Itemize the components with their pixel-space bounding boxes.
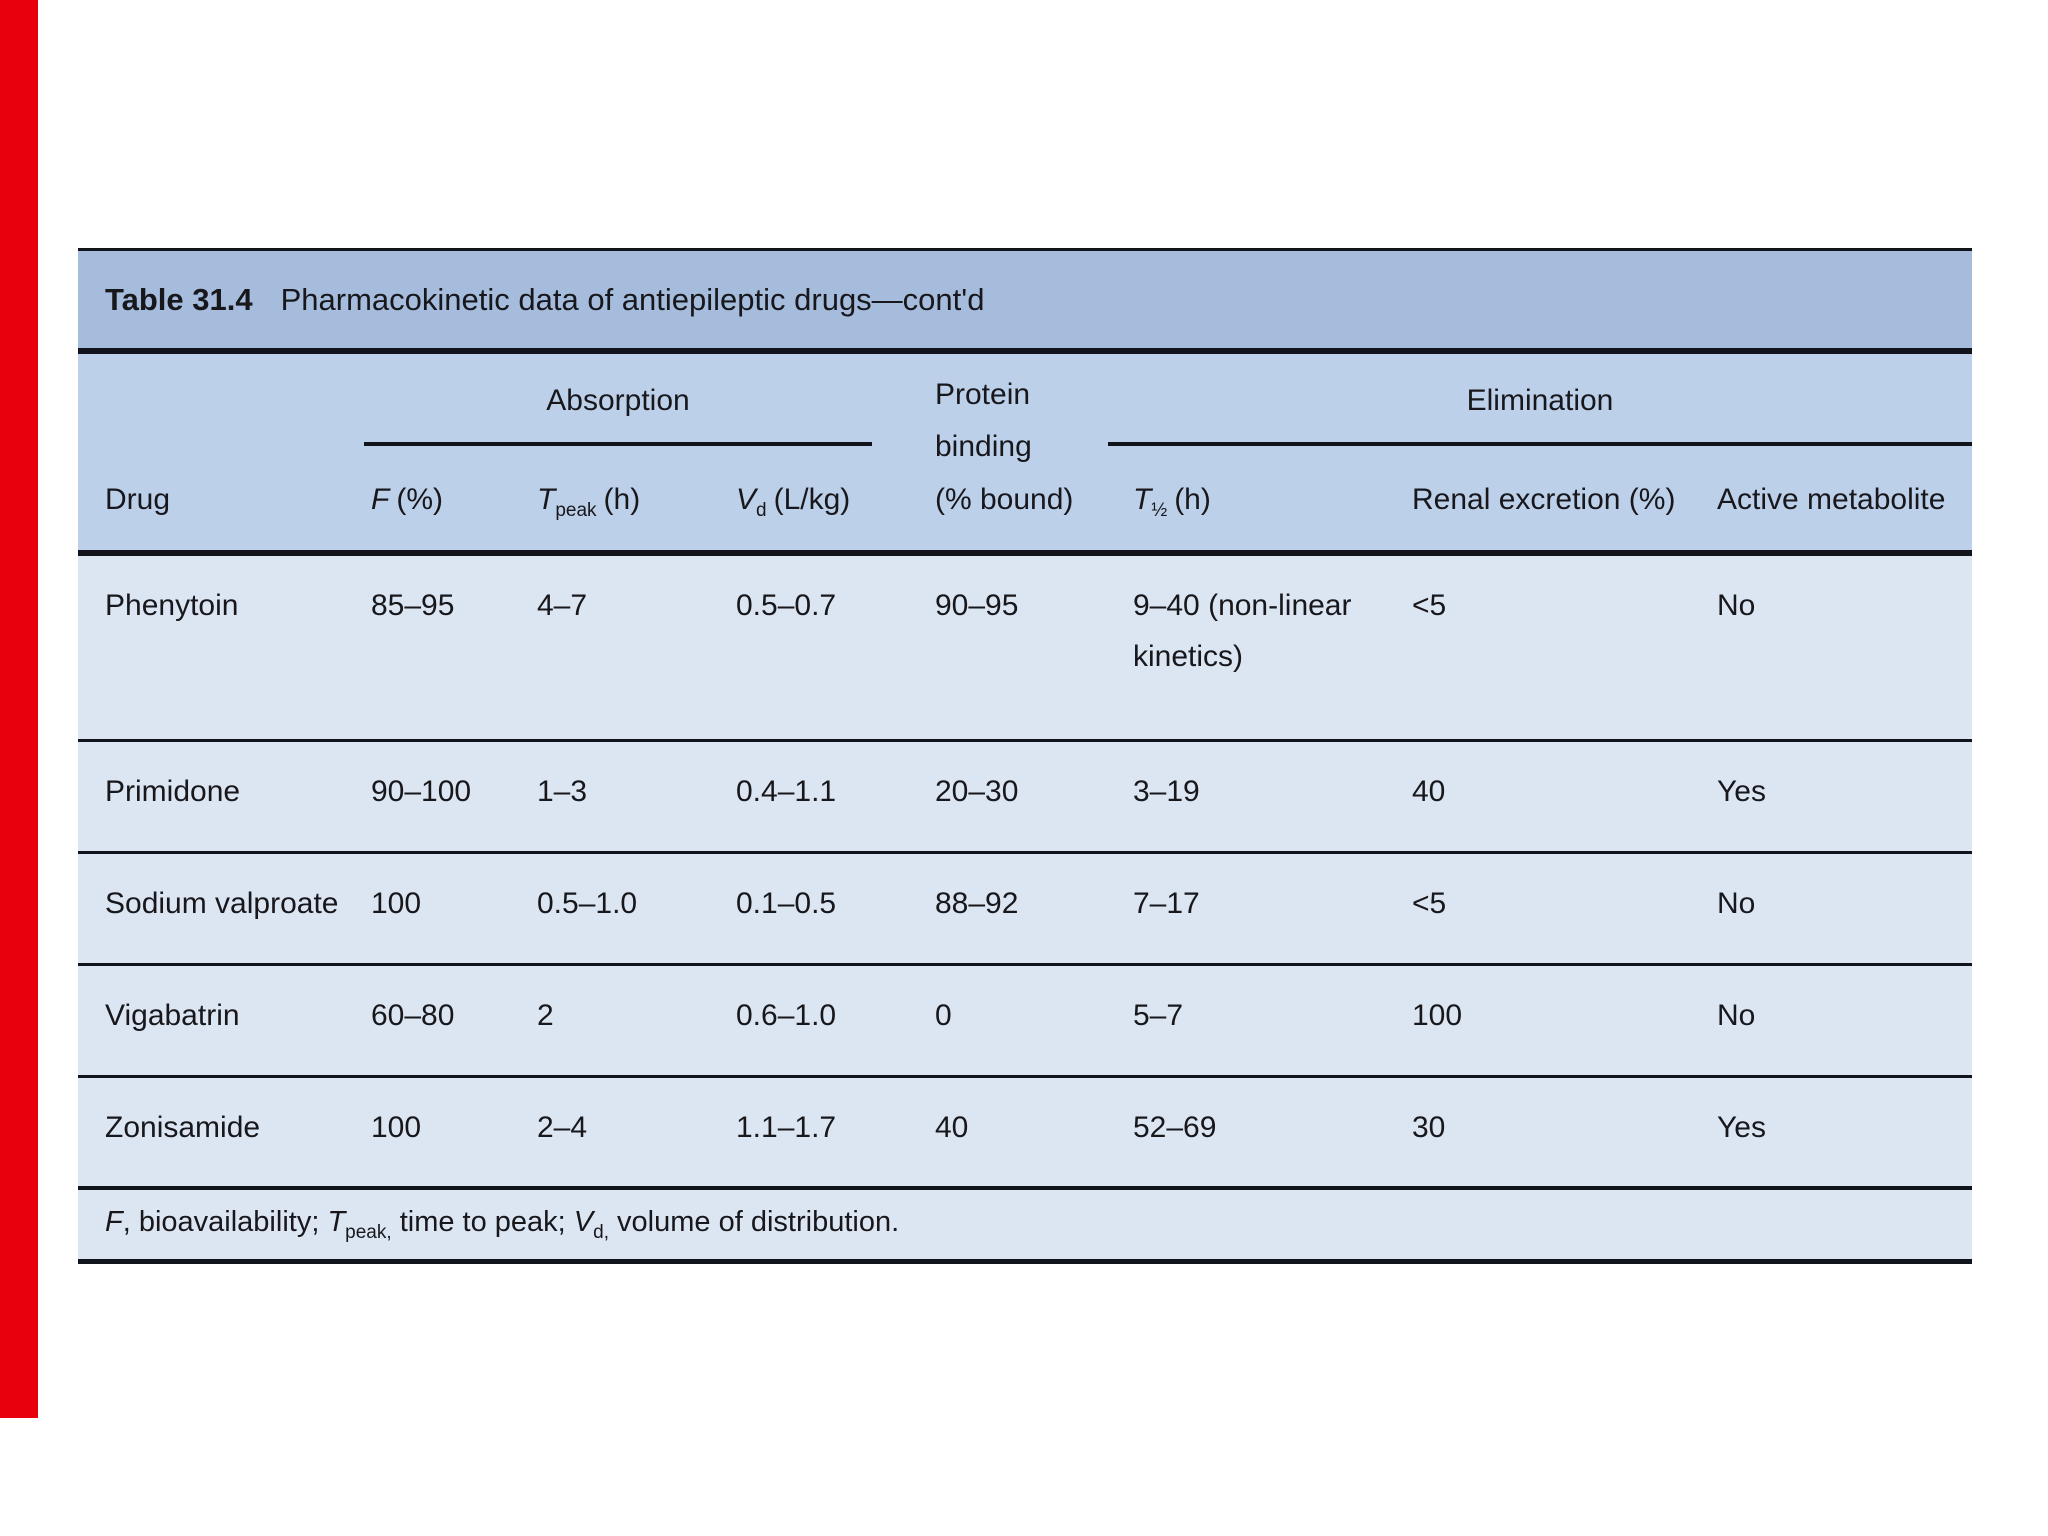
cell-f-percent: 90–100	[371, 775, 472, 808]
column-header-renal-excretion: Renal excretion (%)	[1412, 482, 1676, 516]
cell-protein-binding: 0	[935, 999, 952, 1032]
cell-vd: 0.4–1.1	[736, 775, 837, 808]
cell-thalf: 3–19	[1133, 775, 1200, 808]
cell-f-percent: 85–95	[371, 589, 455, 622]
cell-vd: 0.5–0.7	[736, 589, 837, 622]
cell-tpeak: 2	[537, 999, 554, 1032]
cell-protein-binding: 40	[935, 1111, 969, 1144]
elimination-underline	[1108, 442, 1972, 446]
cell-tpeak: 1–3	[537, 775, 588, 808]
cell-renal-excretion: <5	[1412, 887, 1447, 920]
column-header-thalf: T½ (h)	[1133, 482, 1211, 521]
cell-renal-excretion: 30	[1412, 1111, 1446, 1144]
cell-tpeak: 4–7	[537, 589, 588, 622]
column-header-drug: Drug	[105, 482, 171, 516]
cell-protein-binding: 88–92	[935, 887, 1019, 920]
table-row: Phenytoin 85–95 4–7 0.5–0.7 90–95 9–40 (…	[78, 556, 1972, 742]
cell-thalf: 9–40 (non-linear kinetics)	[1133, 589, 1352, 673]
cell-vd: 1.1–1.7	[736, 1111, 837, 1144]
cell-drug: Primidone	[105, 775, 241, 808]
cell-tpeak: 2–4	[537, 1111, 588, 1144]
cell-vd: 0.1–0.5	[736, 887, 837, 920]
cell-drug: Vigabatrin	[105, 999, 240, 1032]
column-header-active-metabolite: Active metabolite	[1717, 482, 1946, 516]
page-edge-red-bar	[0, 0, 38, 1418]
pharmacokinetic-table: Table 31.4 Pharmacokinetic data of antie…	[78, 248, 1972, 1264]
cell-renal-excretion: 40	[1412, 775, 1446, 808]
column-header-f: F (%)	[371, 482, 443, 516]
group-header-elimination: Elimination	[1466, 384, 1614, 417]
table-row: Vigabatrin 60–80 2 0.6–1.0 0 5–7 100 No	[78, 966, 1972, 1078]
cell-protein-binding: 20–30	[935, 775, 1019, 808]
cell-active-metabolite: Yes	[1717, 1111, 1766, 1144]
cell-thalf: 5–7	[1133, 999, 1184, 1032]
table-body: Phenytoin 85–95 4–7 0.5–0.7 90–95 9–40 (…	[78, 556, 1972, 1190]
cell-thalf: 7–17	[1133, 887, 1200, 920]
table-row: Zonisamide 100 2–4 1.1–1.7 40 52–69 30 Y…	[78, 1078, 1972, 1190]
table-footnote: F, bioavailability; Tpeak, time to peak;…	[78, 1190, 1972, 1264]
group-header-absorption: Absorption	[546, 384, 690, 417]
cell-drug: Zonisamide	[105, 1111, 261, 1144]
table-title-bar: Table 31.4 Pharmacokinetic data of antie…	[78, 248, 1972, 354]
cell-thalf: 52–69	[1133, 1111, 1217, 1144]
cell-active-metabolite: No	[1717, 589, 1756, 622]
cell-renal-excretion: 100	[1412, 999, 1463, 1032]
cell-drug: Sodium valproate	[105, 887, 339, 920]
table-number: Table 31.4	[105, 281, 253, 317]
table-row: Sodium valproate 100 0.5–1.0 0.1–0.5 88–…	[78, 854, 1972, 966]
cell-active-metabolite: No	[1717, 887, 1756, 920]
cell-f-percent: 100	[371, 1111, 422, 1144]
column-header-tpeak: Tpeak (h)	[537, 482, 641, 521]
cell-protein-binding: 90–95	[935, 589, 1019, 622]
column-header-protein-binding: Protein binding (% bound)	[935, 377, 1074, 516]
table-header: Absorption Elimination Drug F (%) Tpeak (h…	[78, 354, 1972, 556]
table-title: Pharmacokinetic data of antiepileptic dr…	[280, 281, 985, 317]
cell-renal-excretion: <5	[1412, 589, 1447, 622]
cell-f-percent: 100	[371, 887, 422, 920]
column-header-vd: Vd (L/kg)	[736, 482, 851, 521]
cell-vd: 0.6–1.0	[736, 999, 837, 1032]
table-row: Primidone 90–100 1–3 0.4–1.1 20–30 3–19 …	[78, 742, 1972, 854]
cell-active-metabolite: Yes	[1717, 775, 1766, 808]
column-header-row: Drug F (%) Tpeak (h) Vd (L/kg) Protein bind…	[78, 369, 1972, 551]
cell-tpeak: 0.5–1.0	[537, 887, 638, 920]
cell-active-metabolite: No	[1717, 999, 1756, 1032]
cell-drug: Phenytoin	[105, 589, 239, 622]
cell-f-percent: 60–80	[371, 999, 455, 1032]
absorption-underline	[364, 442, 872, 446]
